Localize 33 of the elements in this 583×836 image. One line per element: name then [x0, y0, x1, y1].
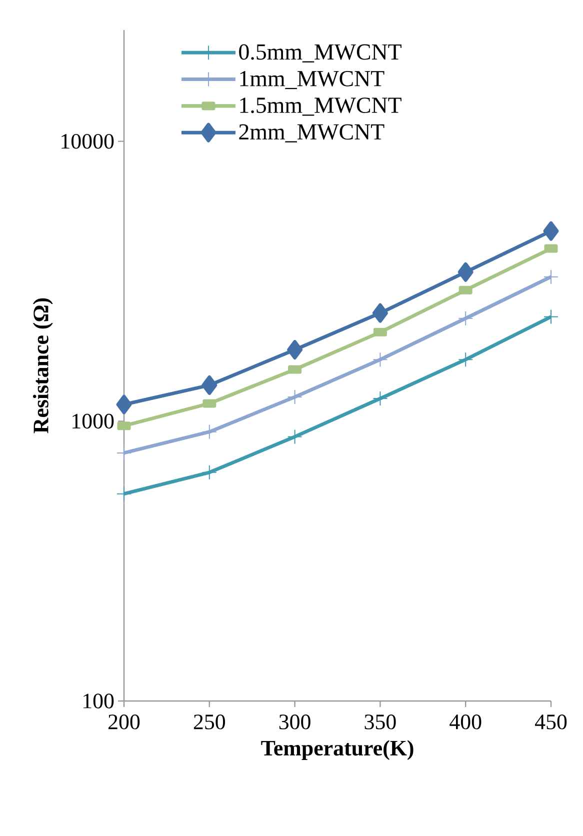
y-axis-title: Resistance (Ω): [32, 298, 53, 434]
legend-label: 1mm_MWCNT: [240, 70, 384, 90]
point: [543, 221, 559, 241]
x-tick-label: 350: [364, 714, 396, 730]
y-tick-label: 1000: [72, 414, 114, 429]
point: [458, 352, 474, 368]
x-tick-label: 450: [534, 714, 567, 730]
x-tick-label: 300: [279, 714, 310, 730]
point: [372, 391, 388, 406]
point: [544, 269, 559, 284]
point: [116, 486, 132, 502]
point: [202, 464, 217, 480]
point: [202, 424, 217, 440]
point: [372, 352, 388, 368]
legend-label: 0.5mm_MWCNT: [239, 44, 402, 62]
point: [287, 340, 303, 360]
legend-label: 1.5mm_MWCNT: [240, 98, 402, 116]
point: [458, 262, 474, 282]
x-tick-label: 400: [450, 714, 482, 730]
point: [202, 375, 218, 395]
x-axis-title: Temperature(K): [261, 740, 414, 760]
legend-label: 2mm_MWCNT: [239, 124, 384, 142]
y-tick-label: 100: [84, 694, 114, 708]
x-tick-label: 250: [194, 714, 226, 730]
point: [287, 390, 302, 404]
point: [458, 310, 474, 326]
point: [287, 429, 302, 444]
x-tick-label: 200: [108, 714, 140, 730]
point: [116, 445, 132, 460]
point: [116, 394, 132, 414]
point: [372, 303, 388, 323]
y-tick-label: 10000: [62, 134, 114, 149]
point: [544, 309, 559, 324]
